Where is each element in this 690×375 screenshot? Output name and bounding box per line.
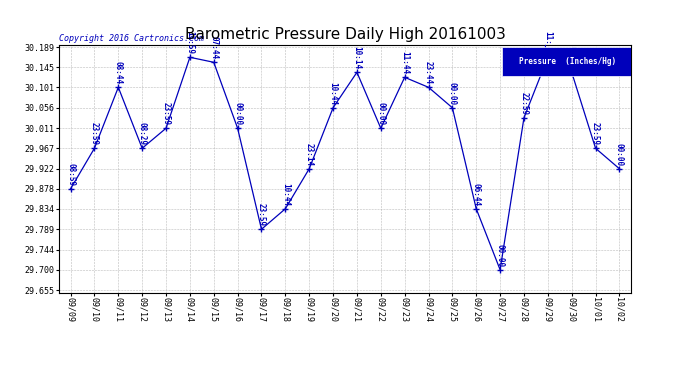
- Text: 07:44: 07:44: [209, 36, 218, 60]
- Text: 23:44: 23:44: [424, 62, 433, 84]
- Text: 08:44: 08:44: [114, 62, 123, 84]
- FancyBboxPatch shape: [502, 48, 631, 76]
- Text: 10:44: 10:44: [328, 82, 337, 105]
- Text: 00:00: 00:00: [615, 143, 624, 166]
- Text: 11:59: 11:59: [186, 32, 195, 54]
- Text: Copyright 2016 Cartronics.com: Copyright 2016 Cartronics.com: [59, 33, 204, 42]
- Text: 23:59: 23:59: [591, 122, 600, 146]
- Text: 23:59: 23:59: [257, 203, 266, 226]
- Text: 00:00: 00:00: [448, 82, 457, 105]
- Title: Barometric Pressure Daily High 20161003: Barometric Pressure Daily High 20161003: [184, 27, 506, 42]
- Text: 10:44: 10:44: [281, 183, 290, 206]
- Text: 08:59: 08:59: [66, 163, 75, 186]
- Text: 08:29: 08:29: [138, 122, 147, 146]
- Text: 00:00: 00:00: [495, 244, 504, 267]
- Text: 10:14: 10:14: [353, 46, 362, 69]
- Text: 22:59: 22:59: [520, 92, 529, 115]
- Text: 00:00: 00:00: [567, 46, 576, 69]
- Text: 00:00: 00:00: [233, 102, 242, 126]
- Text: 23:59: 23:59: [90, 122, 99, 146]
- Text: 23:14: 23:14: [305, 143, 314, 166]
- Text: 23:59: 23:59: [161, 102, 170, 126]
- Text: 11:__: 11:__: [543, 32, 553, 54]
- Text: 06:44: 06:44: [472, 183, 481, 206]
- Text: Pressure  (Inches/Hg): Pressure (Inches/Hg): [519, 57, 615, 66]
- Text: 11:44: 11:44: [400, 51, 409, 75]
- Text: 00:00: 00:00: [376, 102, 385, 126]
